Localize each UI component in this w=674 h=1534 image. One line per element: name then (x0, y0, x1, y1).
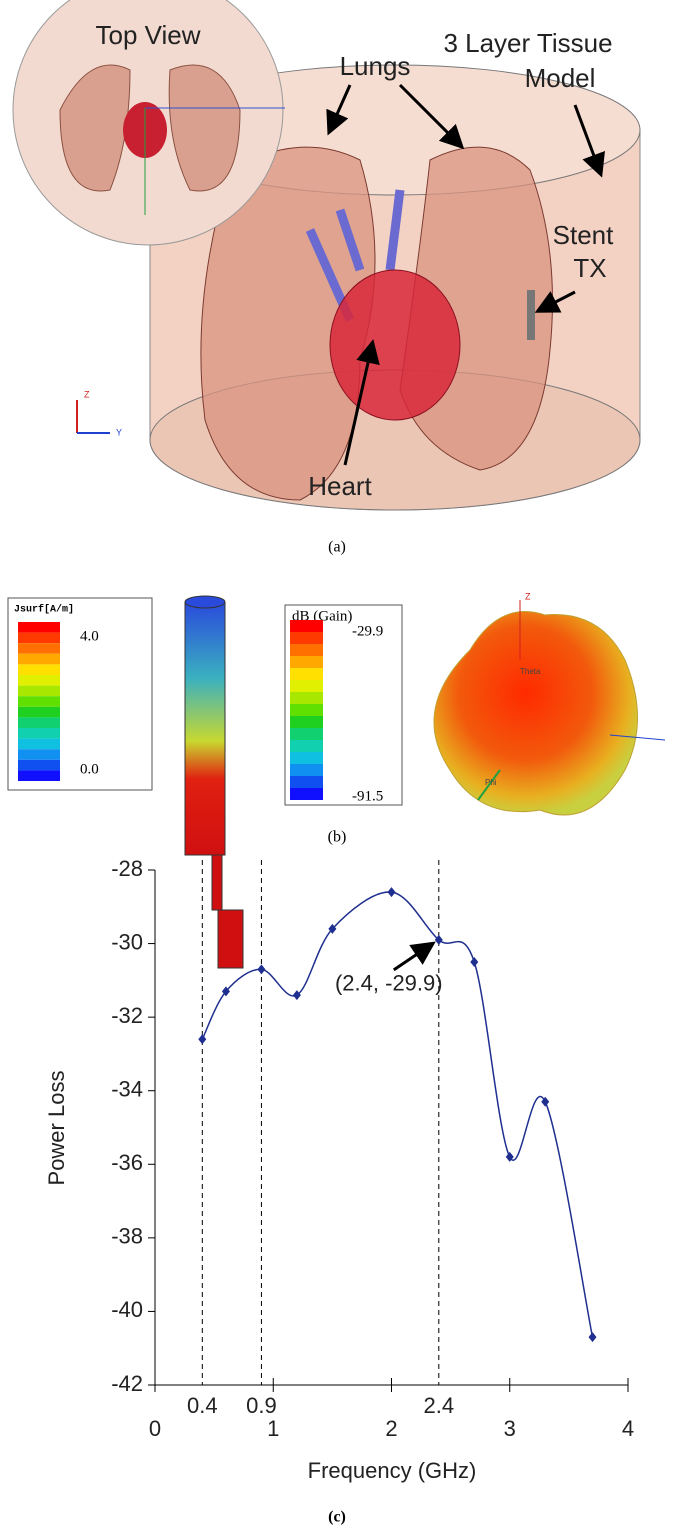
y-tick-label: -28 (111, 856, 143, 881)
y-tick-label: -42 (111, 1371, 143, 1396)
antenna (185, 602, 225, 855)
data-point (388, 887, 396, 897)
marker-label: 0.9 (246, 1393, 277, 1418)
colorbar-swatch (18, 770, 60, 781)
data-point (470, 957, 478, 967)
colorbar-label: 4.0 (80, 628, 99, 644)
y-axis-label: Power Loss (44, 1071, 69, 1186)
x-tick-label: 1 (267, 1416, 279, 1441)
colorbar-swatch (290, 776, 323, 788)
y-tick-label: -30 (111, 929, 143, 954)
line-chart: Frequency (GHz) Power Loss (c) -42 -40 -38… (44, 856, 634, 1526)
colorbar-swatch (290, 656, 323, 668)
colorbar-swatch (290, 716, 323, 728)
data-point (293, 990, 301, 1000)
colorbar-swatch (18, 739, 60, 750)
antenna-feed (218, 910, 243, 968)
colorbar-swatch (18, 622, 60, 633)
colorbar-swatch (290, 668, 323, 680)
colorbar-swatch (18, 696, 60, 707)
x-tick-label: 2 (385, 1416, 397, 1441)
colorbar-title: Jsurf[A/m] (14, 604, 74, 616)
colorbar-swatch (18, 664, 60, 675)
colorbar-swatch (18, 749, 60, 760)
colorbar-swatch (290, 752, 323, 764)
tissue-label: 3 Layer Tissue (443, 28, 612, 58)
colorbar-swatch (290, 728, 323, 740)
colorbar-swatch (290, 620, 323, 632)
colorbar-swatch (290, 788, 323, 800)
colorbar-swatch (290, 704, 323, 716)
data-point (257, 964, 265, 974)
axis-label: Y (116, 427, 122, 437)
y-tick-label: -34 (111, 1077, 143, 1102)
axis-label: Phi (485, 778, 497, 787)
colorbar-swatch (290, 764, 323, 776)
tissue-label: Model (525, 63, 596, 93)
colorbar-swatch (18, 643, 60, 654)
panel-b: Jsurf[A/m] 4.0 0.0 dB (Gain) -29.9 -91.5… (8, 591, 665, 968)
colorbar-swatch (18, 633, 60, 644)
axis-label: Z (84, 389, 90, 399)
antenna-feed (212, 855, 222, 910)
annotation: (2.4, -29.9) (335, 971, 443, 996)
colorbar-label: 0.0 (80, 761, 99, 777)
caption: (b) (328, 829, 347, 846)
colorbar-swatch (18, 686, 60, 697)
figure: Z Y Top View Lungs 3 Layer Tissue Model … (0, 0, 674, 1534)
colorbar-swatch (290, 644, 323, 656)
colorbar-swatch (18, 654, 60, 665)
axis-label: Theta (520, 667, 541, 676)
y-tick-label: -32 (111, 1003, 143, 1028)
colorbar-swatch (290, 632, 323, 644)
y-tick-label: -40 (111, 1297, 143, 1322)
stent (527, 290, 535, 340)
heart-label: Heart (308, 471, 372, 501)
caption: (c) (328, 1509, 346, 1526)
colorbar-swatch (18, 707, 60, 718)
y-tick-label: -38 (111, 1224, 143, 1249)
radiation-pattern (434, 612, 638, 815)
colorbar-swatch (290, 740, 323, 752)
x-tick-label: 0 (149, 1416, 161, 1441)
data-point (198, 1034, 206, 1044)
heart-shape (330, 270, 460, 420)
caption: (a) (328, 539, 346, 556)
x-axis-label: Frequency (GHz) (308, 1458, 477, 1483)
y-tick-label: -36 (111, 1150, 143, 1175)
colorbar-label: -91.5 (352, 788, 383, 804)
data-point (589, 1332, 597, 1342)
colorbar-swatch (18, 717, 60, 728)
stent-label: Stent (553, 220, 614, 250)
x-tick-label: 4 (622, 1416, 634, 1441)
colorbar-swatch (290, 680, 323, 692)
panel-a: Z Y Top View Lungs 3 Layer Tissue Model … (13, 0, 640, 556)
colorbar-swatch (290, 692, 323, 704)
antenna-top (185, 596, 225, 608)
axis-label: Z (525, 591, 531, 601)
marker-label: 0.4 (187, 1393, 218, 1418)
colorbar-label: -29.9 (352, 623, 383, 639)
colorbar-swatch (18, 728, 60, 739)
colorbar-swatch (18, 760, 60, 771)
series-line (202, 892, 592, 1337)
x-tick-label: 3 (504, 1416, 516, 1441)
colorbar-swatch (18, 675, 60, 686)
stent-label: TX (573, 253, 606, 283)
annotation-arrow (394, 945, 431, 970)
inset-title: Top View (95, 20, 200, 50)
marker-label: 2.4 (424, 1393, 455, 1418)
lungs-label: Lungs (340, 51, 411, 81)
page: {"panel_a": {"inset_title": "Top View", … (0, 0, 674, 1534)
